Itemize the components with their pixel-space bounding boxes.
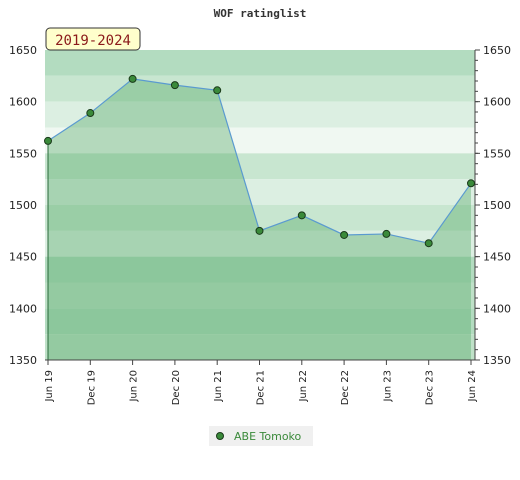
background-band [45,282,475,309]
axes: 1350 1350 1400 1400 1450 1450 1500 1500 1550 1550… [9,44,511,405]
x-tick-label: Jun 21 [213,370,224,403]
y-tick-label-left: 1400 [9,302,37,315]
y-tick-label-right: 1450 [483,251,511,264]
x-tick-label: Dec 23 [425,370,436,405]
data-point [128,74,137,83]
data-point [340,230,349,239]
data-point [213,86,222,95]
y-tick-label-right: 1400 [483,302,511,315]
background-band [45,334,475,360]
x-tick-label: Jun 24 [467,370,478,403]
y-tick-label-left: 1600 [9,96,37,109]
y-tick-label-left: 1350 [9,354,37,367]
x-tick-label: Dec 20 [171,370,182,405]
data-point [86,109,95,118]
legend-label: ABE Tomoko [234,430,302,443]
x-tick-label: Jun 23 [382,370,393,403]
y-tick-label-right: 1550 [483,147,511,160]
y-tick-label-right: 1650 [483,44,511,57]
y-tick-label-left: 1650 [9,44,37,57]
background-band [45,153,475,180]
background-band [45,179,475,205]
data-point [44,136,52,145]
legend: ABE Tomoko [209,426,313,446]
data-point [467,179,475,188]
background-band [45,308,475,335]
x-tick-label: Dec 19 [86,370,97,405]
background-band [45,127,475,154]
period-badge: 2019-2024 [45,27,141,51]
data-point [424,239,433,248]
background-band [45,75,475,102]
series-area [48,78,471,360]
background-bands [45,50,475,360]
x-tick-label: Dec 22 [340,370,351,405]
background-band [45,205,475,231]
background-band [45,101,475,128]
period-badge-label: 2019-2024 [55,33,131,49]
x-tick-label: Dec 21 [256,370,267,405]
data-point [170,81,179,90]
y-tick-label-left: 1500 [9,199,37,212]
x-tick-label: Jun 19 [44,370,55,403]
y-tick-label-left: 1450 [9,251,37,264]
x-tick-label: Jun 20 [129,370,140,403]
data-point [382,229,391,238]
y-tick-label-right: 1350 [483,354,511,367]
chart-title: WOF ratinglist [214,7,307,20]
points-layer [44,74,475,248]
legend-marker [216,432,224,440]
y-tick-label-right: 1500 [483,199,511,212]
y-tick-label-left: 1550 [9,147,37,160]
data-point [255,226,264,235]
background-band [45,230,475,257]
background-band [45,256,475,283]
y-tick-label-right: 1600 [483,96,511,109]
data-point [297,211,306,220]
background-band [45,50,475,76]
x-tick-label: Jun 22 [298,370,309,403]
